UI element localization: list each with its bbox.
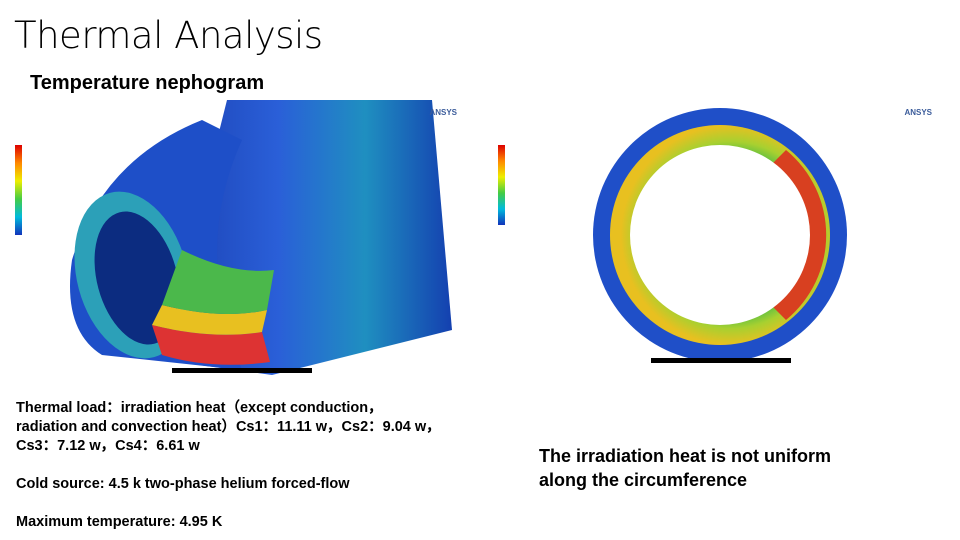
text-line: Cs3：7.12 w，Cs4：6.61 w	[16, 438, 200, 454]
text-line: Maximum temperature: 4.95 K	[16, 514, 223, 530]
text-line: radiation and convection heat）Cs1：11.11 …	[16, 419, 441, 435]
ring-figure: ANSYS	[496, 100, 940, 375]
cylinder-figure: ANSYS	[12, 100, 472, 380]
brand-label: ANSYS	[429, 108, 457, 117]
text-line: along the circumference	[539, 470, 748, 490]
text-line: Cold source: 4.5 k two-phase helium forc…	[16, 476, 350, 492]
text-line: The irradiation heat is not uniform	[539, 446, 832, 466]
text-line: Thermal load：irradiation heat（except con…	[16, 400, 383, 416]
slide-title: Thermal Analysis	[14, 14, 323, 57]
left-text: Thermal load：irradiation heat（except con…	[16, 399, 441, 532]
slide-subtitle: Temperature nephogram	[30, 72, 265, 94]
brand-label: ANSYS	[904, 108, 932, 117]
right-text: The irradiation heat is not uniform alon…	[539, 444, 831, 492]
